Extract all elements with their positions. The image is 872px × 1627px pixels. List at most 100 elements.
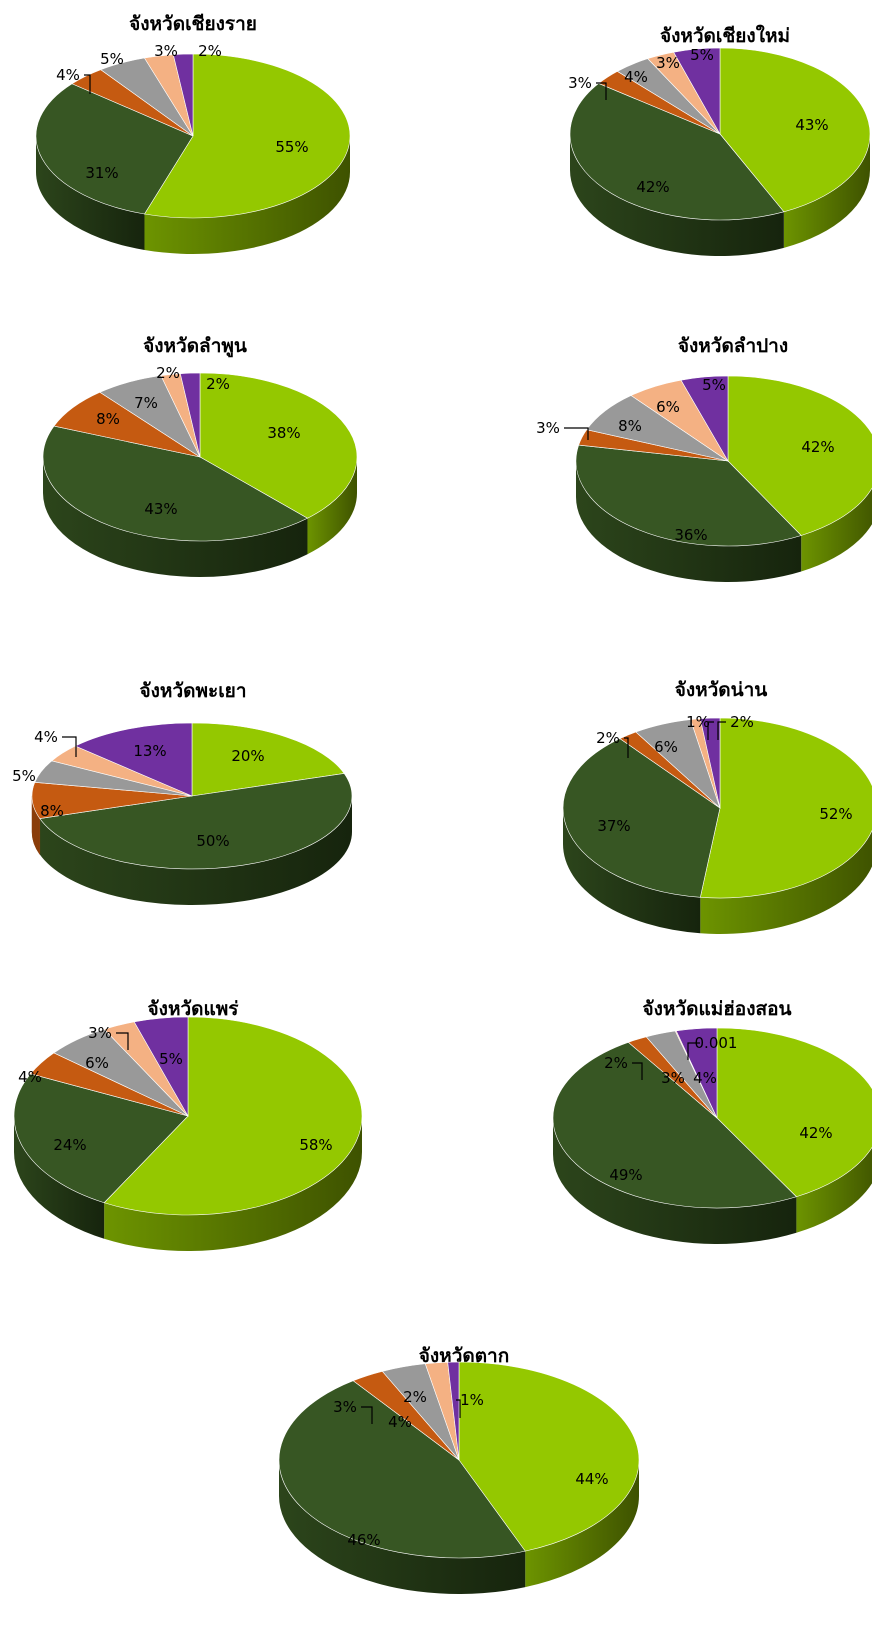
- leader-line: [116, 1032, 129, 1050]
- leader-line: [632, 1062, 643, 1080]
- data-label: 3%: [568, 74, 592, 92]
- data-label: 42%: [801, 438, 834, 456]
- pie-slice-1: [716, 1027, 872, 1198]
- leader-line: [624, 737, 629, 758]
- data-label: 31%: [85, 164, 118, 182]
- data-label: 3%: [656, 54, 680, 72]
- data-label: 2%: [730, 713, 754, 731]
- leader-line: [707, 721, 714, 740]
- pie-chart-4: จังหวัดลำปาง 42% 36% 3% 8% 6% 5%: [536, 335, 872, 583]
- pie-slice-1: [199, 372, 358, 519]
- pie-slice-2: [569, 83, 785, 221]
- pie-slice-2: [575, 444, 802, 547]
- pie-slice-1: [719, 47, 871, 213]
- pie-chart-7: จังหวัดแพร่ 58% 24% 4% 6% 3% 5%: [13, 998, 363, 1251]
- pie-slice-1: [143, 53, 351, 219]
- pie-chart-3: จังหวัดลำพูน 38% 43% 8% 7% 2% 2%: [42, 335, 358, 577]
- data-label: 38%: [267, 424, 300, 442]
- slice-side-2: [14, 1116, 105, 1239]
- pie-slice-6: [74, 722, 193, 797]
- slice-side-2: [553, 1118, 797, 1244]
- pie-depth: [279, 1460, 639, 1594]
- pie-slice-2: [42, 425, 309, 542]
- data-label: 50%: [196, 832, 229, 850]
- data-label: 4%: [56, 66, 80, 84]
- data-label: 8%: [96, 410, 120, 428]
- pie-chart-6: จังหวัดน่าน 52% 37% 2% 6% 1% 2%: [562, 679, 872, 934]
- data-label: 2%: [198, 42, 222, 60]
- data-label: 5%: [702, 376, 726, 394]
- pie-chart-9: จังหวัดตาก 44% 46% 3% 4% 2% 1%: [278, 1345, 640, 1594]
- slice-side-2: [563, 808, 701, 934]
- data-label: 3%: [88, 1024, 112, 1042]
- leader-line: [687, 1042, 700, 1060]
- data-label: 4%: [624, 68, 648, 86]
- chart-title: จังหวัดพะเยา: [140, 680, 247, 702]
- data-label: 3%: [333, 1398, 357, 1416]
- slice-side-1: [525, 1460, 639, 1588]
- data-label: 43%: [144, 500, 177, 518]
- data-label: 44%: [575, 1470, 608, 1488]
- data-label: 4%: [34, 728, 58, 746]
- data-label: 55%: [275, 138, 308, 156]
- pie-slice-6: [673, 47, 721, 136]
- pie-slice-6: [172, 53, 194, 137]
- chart-title: จังหวัดเชียงราย: [129, 13, 257, 35]
- pie-slice-6: [699, 717, 721, 809]
- pie-slice-1: [191, 722, 345, 797]
- data-label: 5%: [690, 46, 714, 64]
- pie-chart-8: จังหวัดแม่ฮ่องสอน 42% 49% 2% 3% 0.001 4%: [552, 998, 872, 1244]
- pie-depth: [36, 136, 350, 254]
- data-label: 58%: [299, 1136, 332, 1154]
- data-label: 4%: [693, 1069, 717, 1087]
- data-label: 1%: [460, 1391, 484, 1409]
- data-label: 5%: [100, 50, 124, 68]
- data-label: 6%: [656, 398, 680, 416]
- pie-slice-6: [447, 1361, 460, 1461]
- data-label: 1%: [686, 713, 710, 731]
- slice-side-2: [39, 796, 352, 905]
- pie-slice-6: [179, 372, 201, 458]
- pie-slice-2: [39, 773, 353, 870]
- data-label: 2%: [403, 1388, 427, 1406]
- pie-chart-1: จังหวัดเชียงราย 55% 31% 4% 5% 3% 2%: [35, 13, 351, 254]
- data-label: 42%: [636, 178, 669, 196]
- leader-line: [456, 1399, 461, 1418]
- pie-chart-5: จังหวัดพะเยา 20% 50% 8%5% 4% 13%: [12, 680, 353, 905]
- data-label: 3%: [661, 1069, 685, 1087]
- pie-chart-2: จังหวัดเชียงใหม่ 43% 42% 3% 4% 3% 5%: [568, 24, 871, 256]
- chart-title: จังหวัดแพร่: [148, 998, 240, 1020]
- pie-slice-1: [103, 1016, 363, 1216]
- data-label: 2%: [604, 1054, 628, 1072]
- slice-side-2: [570, 134, 784, 256]
- data-label: 4%: [388, 1413, 412, 1431]
- pie-slice-6: [675, 1027, 718, 1119]
- pie-depth: [570, 134, 870, 256]
- pie-depth: [563, 808, 872, 934]
- pie-slice-1: [699, 717, 872, 899]
- pie-slice-2: [35, 83, 194, 215]
- slice-side-2: [576, 461, 802, 583]
- pie-slice-2: [562, 738, 721, 898]
- chart-title: จังหวัดตาก: [419, 1345, 509, 1367]
- pie-depth: [43, 457, 357, 577]
- pie-slice-6: [680, 375, 729, 463]
- leader-line: [564, 427, 589, 440]
- slice-side-1: [783, 134, 870, 248]
- leader-line: [717, 721, 726, 740]
- chart-title: จังหวัดเชียงใหม่: [660, 24, 790, 47]
- leader-line: [62, 736, 77, 757]
- data-label: 2%: [206, 375, 230, 393]
- pie-depth: [14, 1116, 362, 1251]
- data-label: 2%: [596, 729, 620, 747]
- slice-side-2: [43, 457, 308, 577]
- chart-title: จังหวัดลำพูน: [143, 335, 247, 358]
- data-label: 49%: [609, 1166, 642, 1184]
- leader-line: [84, 74, 91, 94]
- data-label: 0.001: [695, 1034, 738, 1052]
- data-label: 43%: [795, 116, 828, 134]
- data-label: 5%: [159, 1050, 183, 1068]
- leader-line: [596, 82, 607, 100]
- data-label: 6%: [654, 738, 678, 756]
